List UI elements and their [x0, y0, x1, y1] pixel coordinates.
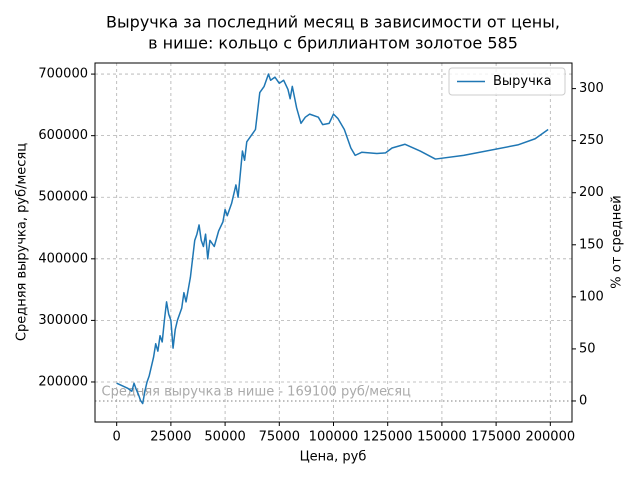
x-axis-label: Цена, руб [300, 450, 367, 465]
chart-title: в нише: кольцо с бриллиантом золотое 585 [148, 34, 518, 53]
y-axis-label: Средняя выручка, руб/месяц [15, 143, 30, 341]
x-tick-label: 125000 [363, 430, 413, 445]
y-tick-label: 500000 [38, 190, 88, 205]
x-tick-label: 175000 [471, 430, 521, 445]
y-tick-label: 200000 [38, 374, 88, 389]
y-tick-label: 600000 [38, 128, 88, 143]
x-tick-label: 0 [113, 430, 121, 445]
annotation: Средняя выручка в нише - 169100 руб/меся… [102, 385, 412, 400]
y2-tick-label: 250 [579, 133, 604, 148]
y-tick-label: 300000 [38, 313, 88, 328]
y2-tick-label: 0 [579, 393, 587, 408]
y2-tick-label: 300 [579, 81, 604, 96]
data-line [116, 73, 549, 405]
y-tick-label: 400000 [38, 251, 88, 266]
x-tick-label: 100000 [309, 430, 359, 445]
y2-axis-label: % от средней [610, 195, 625, 288]
y2-tick-label: 50 [579, 341, 596, 356]
y2-tick-label: 150 [579, 237, 604, 252]
y2-tick-label: 200 [579, 185, 604, 200]
x-tick-label: 25000 [150, 430, 191, 445]
plot-frame [94, 62, 573, 423]
x-tick-label: 50000 [204, 430, 245, 445]
x-tick-label: 200000 [525, 430, 575, 445]
y-tick-label: 700000 [38, 67, 88, 82]
x-tick-label: 75000 [259, 430, 300, 445]
y2-tick-label: 100 [579, 289, 604, 304]
x-tick-label: 150000 [417, 430, 467, 445]
legend-label: Выручка [493, 74, 552, 89]
legend-box [448, 67, 566, 96]
chart-title: Выручка за последний месяц в зависимости… [106, 13, 560, 32]
